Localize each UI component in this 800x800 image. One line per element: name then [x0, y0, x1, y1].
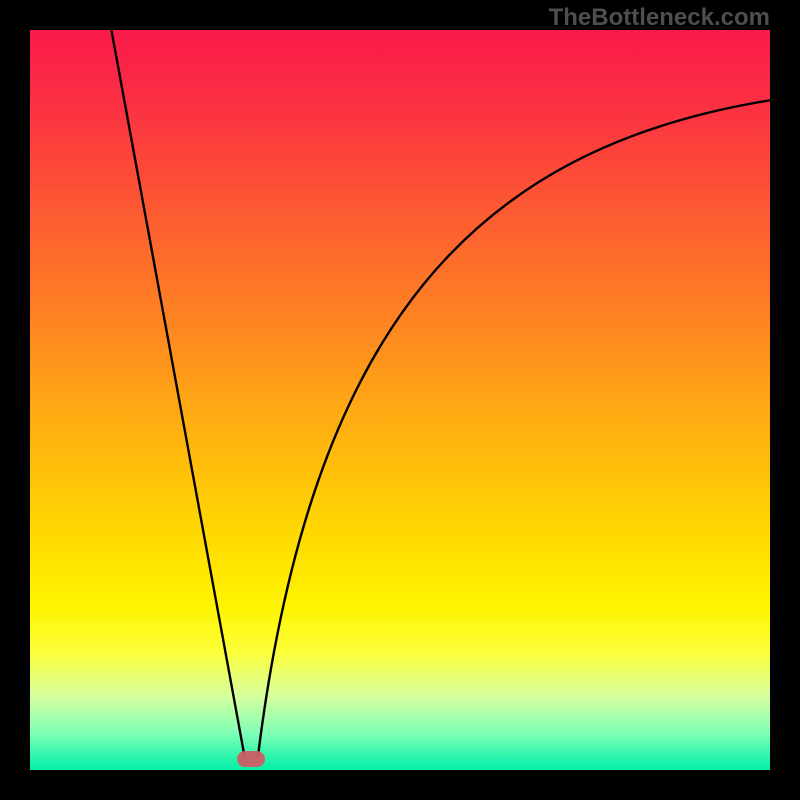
bottleneck-curve: [30, 30, 770, 770]
chart-frame: TheBottleneck.com: [0, 0, 800, 800]
minimum-marker: [237, 751, 265, 767]
plot-area: [30, 30, 770, 770]
watermark-label: TheBottleneck.com: [549, 4, 770, 32]
